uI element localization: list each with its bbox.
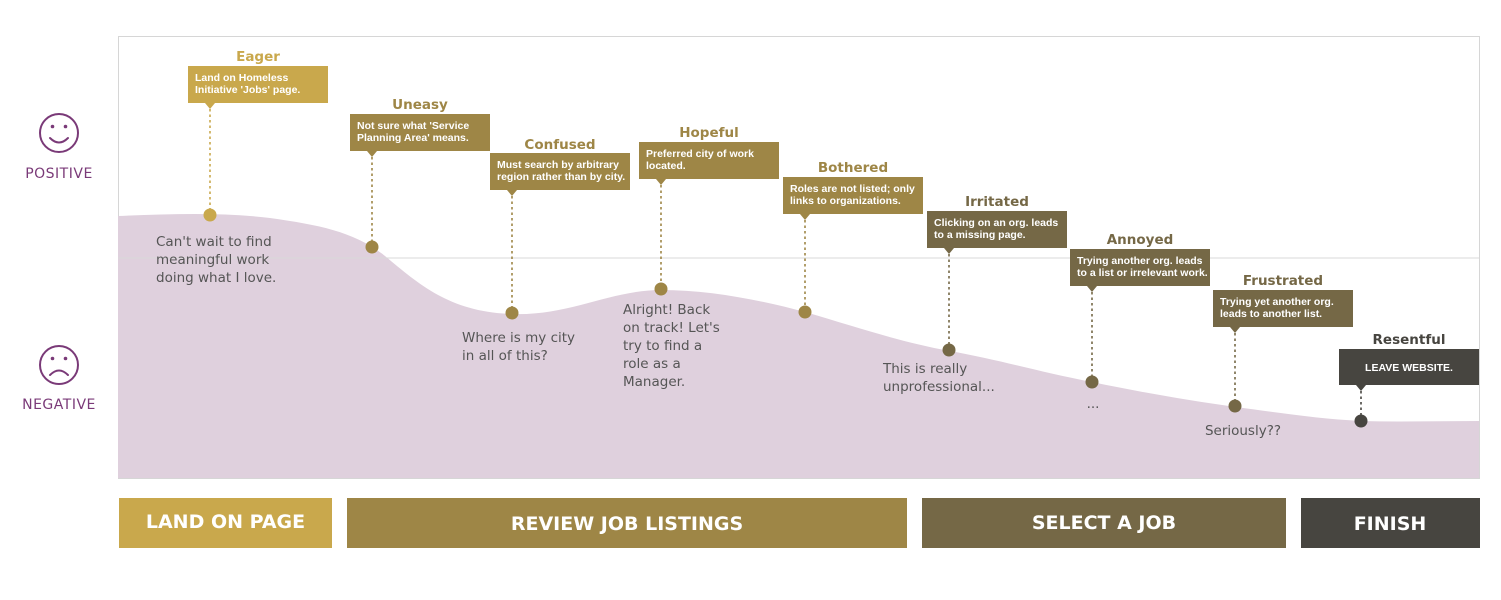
emotion-label: Confused [524,137,595,153]
callout-pointer [1087,286,1097,292]
callout-text: Land on Homeless [195,72,289,84]
journey-point-frustrated: Trying yet another org.leads to another … [1205,273,1353,439]
emotion-label: Resentful [1373,332,1446,348]
stage-bar-review-bg [347,498,907,548]
callout-box [783,177,923,214]
journey-dot [1354,414,1368,428]
frowning-face-icon [39,345,79,385]
thought-text: doing what I love. [156,270,276,286]
stage-label-finish: FINISH [1354,513,1427,535]
thought-text: role as a [623,356,681,372]
stage-bar-land-bg [119,498,332,548]
callout-pointer [656,179,666,185]
emotion-label: Bothered [818,160,888,176]
emotion-label: Uneasy [392,97,448,113]
stage-label-land: LAND ON PAGE [146,511,305,533]
emotion-label: Frustrated [1243,273,1323,289]
callout-text: Preferred city of work [646,148,754,160]
thought-text: on track! Let's [623,320,720,336]
callout-text: to a missing page. [934,229,1026,241]
thought-text: Can't wait to find [156,234,272,250]
callout-text: leads to another list. [1220,308,1322,320]
callout-text: links to organizations. [790,195,901,207]
thought-text: Where is my city [462,330,575,346]
callout-box [1213,290,1353,327]
emotion-label: Annoyed [1107,232,1174,248]
positive-label: POSITIVE [25,166,93,182]
callout-box [1070,249,1210,286]
emotion-label: Eager [236,49,280,65]
stage-bar-review: REVIEW JOB LISTINGS [347,498,907,548]
journey-point-resentful: LEAVE WEBSITE. Resentful [1339,332,1479,428]
thought-text: ... [1087,396,1100,412]
callout-pointer [944,248,954,254]
callout-text: located. [646,160,686,172]
callout-box [927,211,1067,248]
callout-pointer [205,103,215,109]
callout-text: Planning Area' means. [357,132,469,144]
callout-text: Clicking on an org. leads [934,217,1058,229]
thought-text: unprofessional... [883,379,995,395]
thought-text: Seriously?? [1205,423,1281,439]
emotion-label: Hopeful [679,125,739,141]
callout-text: Roles are not listed; only [790,183,915,195]
stage-label-select: SELECT A JOB [1032,512,1176,534]
thought-text: This is really [882,361,967,377]
thought-text: Manager. [623,374,685,390]
journey-dot [365,240,379,254]
stage-bar-finish-bg [1301,498,1480,548]
emotion-label: Irritated [965,194,1029,210]
journey-dot [798,305,812,319]
stage-bar-select-bg [922,498,1286,548]
callout-text: Must search by arbitrary [497,159,619,171]
callout-box [350,114,490,151]
callout-box [490,153,630,190]
callout-text: Not sure what 'Service [357,120,469,132]
callout-box [188,66,328,103]
callout-pointer [367,151,377,157]
callout-pointer [800,214,810,220]
callout-text: Trying another org. leads [1077,255,1203,267]
stage-bar-land: LAND ON PAGE [119,498,332,548]
emotion-curve-area [118,214,1479,478]
journey-dot [203,208,217,222]
journey-dot [654,282,668,296]
callout-text: Initiative 'Jobs' page. [195,84,300,96]
callout-box [639,142,779,179]
callout-pointer [507,190,517,196]
thought-text: try to find a [623,338,702,354]
thought-text: meaningful work [156,252,269,268]
thought-text: Alright! Back [623,302,710,318]
callout-text: region rather than by city. [497,171,625,183]
stage-label-review: REVIEW JOB LISTINGS [511,513,743,535]
positive-axis-marker: POSITIVE [25,113,93,182]
thought-text: in all of this? [462,348,548,364]
callout-text: Trying yet another org. [1220,296,1334,308]
journey-dot [1085,375,1099,389]
callout-box [1339,349,1479,385]
journey-dot [505,306,519,320]
stage-bar-finish: FINISH [1301,498,1480,548]
callout-pointer [1356,385,1366,391]
stage-bar-select: SELECT A JOB [922,498,1286,548]
journey-dot [942,343,956,357]
smiley-face-icon [39,113,79,153]
callout-text: to a list or irrelevant work. [1077,267,1208,279]
callout-text: LEAVE WEBSITE. [1365,362,1453,374]
negative-label: NEGATIVE [22,397,96,413]
journey-dot [1228,399,1242,413]
negative-axis-marker: NEGATIVE [22,345,96,413]
callout-pointer [1230,327,1240,333]
